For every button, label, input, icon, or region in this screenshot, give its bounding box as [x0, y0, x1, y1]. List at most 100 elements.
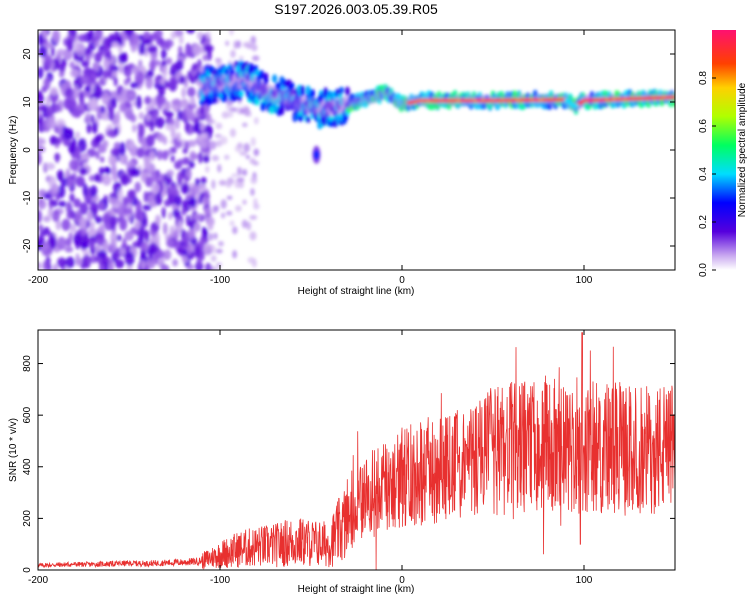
heatmap-noise-cell [111, 97, 117, 109]
heatmap-noise-cell [93, 84, 103, 98]
heatmap-noise-cell [188, 228, 195, 240]
heatmap-noise-cell [193, 221, 201, 232]
heatmap-noise-cell [138, 41, 146, 55]
heatmap-noise-cell [120, 216, 126, 228]
heatmap-noise-cell [216, 58, 222, 68]
heatmap-noise-cell [49, 236, 57, 249]
heatmap-noise-cell [51, 183, 59, 195]
heatmap-noise-cell [170, 131, 177, 140]
heatmap-ridge-cell [248, 62, 254, 72]
spectrogram-heatmap [38, 30, 675, 270]
heatmap-noise-cell [82, 183, 88, 197]
heatmap-noise-cell [164, 111, 174, 118]
heatmap-ridge-cell [212, 95, 218, 104]
heatmap-noise-cell [56, 236, 67, 251]
heatmap-noise-cell [136, 95, 142, 110]
heatmap-noise-cell [215, 122, 223, 130]
heatmap-noise-cell [162, 65, 168, 78]
heatmap-noise-cell [71, 108, 82, 118]
heatmap-noise-cell [173, 139, 183, 149]
heatmap-noise-cell [86, 148, 97, 158]
heatmap-noise-cell [174, 195, 182, 206]
heatmap-noise-cell [207, 219, 214, 231]
heatmap-noise-cell [65, 168, 71, 179]
heatmap-ridge-cell [289, 82, 295, 89]
heatmap-noise-cell [242, 41, 249, 48]
heatmap-noise-cell [80, 60, 89, 67]
heatmap-noise-cell [184, 120, 190, 133]
heatmap-noise-cell [113, 76, 118, 87]
heatmap-noise-cell [115, 35, 123, 44]
y-tick-label: 10 [22, 96, 33, 108]
heatmap-noise-cell [229, 220, 235, 227]
heatmap-noise-cell [144, 96, 152, 105]
heatmap-noise-cell [38, 145, 46, 153]
heatmap-noise-cell [239, 107, 245, 115]
heatmap-noise-cell [55, 219, 62, 231]
heatmap-noise-cell [194, 178, 201, 186]
heatmap-noise-cell [132, 65, 140, 75]
y-tick-label: 400 [22, 458, 33, 475]
heatmap-noise-cell [249, 158, 256, 165]
heatmap-noise-cell [157, 103, 162, 111]
heatmap-noise-cell [145, 76, 154, 90]
heatmap-noise-cell [225, 40, 230, 46]
heatmap-noise-cell [149, 59, 156, 71]
heatmap-ridge-cell [238, 90, 244, 98]
colorbar-tick-label: 0.0 [698, 263, 709, 277]
heatmap-noise-cell [79, 216, 88, 229]
heatmap-noise-cell [124, 230, 134, 241]
heatmap-ridge-cell [299, 85, 305, 94]
heatmap-noise-cell [187, 243, 192, 256]
heatmap-noise-cell [229, 30, 234, 36]
x-tick-label: 100 [576, 575, 593, 586]
heatmap-ridge-cell [224, 68, 230, 76]
heatmap-ridge-cell [279, 105, 285, 116]
heatmap-noise-cell [94, 135, 102, 144]
heatmap-noise-cell [134, 70, 145, 85]
heatmap-noise-cell [125, 161, 135, 169]
heatmap-noise-cell [130, 82, 139, 89]
heatmap-noise-cell [66, 201, 72, 213]
heatmap-noise-cell [142, 204, 152, 211]
heatmap-noise-cell [107, 106, 115, 121]
heatmap-noise-cell [116, 234, 122, 242]
heatmap-noise-cell [86, 211, 94, 221]
spectrogram-y-label: Frequency (Hz) [8, 116, 19, 185]
heatmap-noise-cell [251, 44, 258, 52]
heatmap-noise-cell [112, 174, 119, 182]
heatmap-noise-cell [189, 219, 195, 230]
heatmap-noise-cell [79, 160, 84, 168]
heatmap-noise-cell [38, 110, 42, 119]
heatmap-noise-cell [154, 232, 160, 245]
heatmap-noise-cell [155, 249, 165, 259]
heatmap-noise-cell [111, 41, 120, 48]
heatmap-noise-cell [215, 248, 223, 254]
heatmap-noise-cell [218, 240, 224, 247]
heatmap-noise-cell [48, 199, 58, 206]
heatmap-ridge-cell [298, 115, 304, 122]
heatmap-noise-cell [42, 30, 47, 40]
heatmap-ridge-cell [254, 69, 260, 76]
heatmap-noise-cell [83, 47, 92, 56]
heatmap-noise-cell [169, 225, 175, 239]
heatmap-noise-cell [81, 240, 89, 250]
colorbar-tick-label: 0.8 [698, 71, 709, 85]
heatmap-noise-cell [177, 158, 184, 167]
spectrogram-x-label: Height of straight line (km) [298, 286, 415, 297]
heatmap-noise-cell [177, 247, 183, 254]
heatmap-noise-cell [94, 51, 103, 63]
heatmap-noise-cell [102, 139, 109, 148]
heatmap-noise-cell [107, 128, 116, 138]
heatmap-noise-cell [65, 87, 74, 99]
heatmap-noise-cell [92, 63, 100, 72]
heatmap-noise-cell [239, 151, 247, 156]
heatmap-noise-cell [200, 176, 207, 185]
heatmap-noise-cell [199, 123, 205, 132]
heatmap-noise-cell [38, 66, 44, 79]
heatmap-noise-cell [236, 177, 245, 183]
heatmap-noise-cell [192, 43, 202, 57]
heatmap-noise-cell [246, 221, 252, 231]
heatmap-noise-cell [151, 183, 160, 195]
